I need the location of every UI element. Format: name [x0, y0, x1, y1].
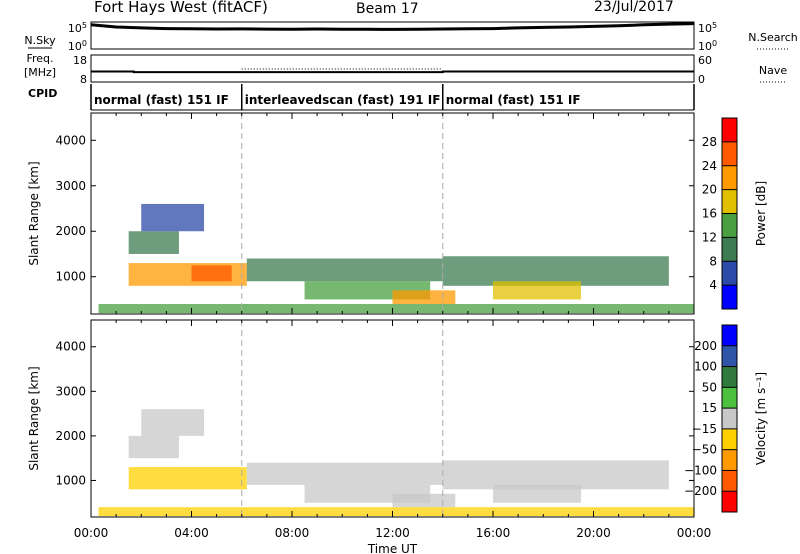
cpid-label: CPID — [28, 87, 57, 100]
power-echo-region — [246, 258, 443, 282]
power-colorbar-cell — [722, 261, 737, 286]
velocity-colorbar-label: Velocity [m s⁻¹] — [754, 372, 768, 465]
power-colorbar-cell — [722, 118, 737, 142]
power-colorbar-cell — [722, 141, 737, 166]
velocity-echo-region — [128, 467, 247, 490]
cpid-segment-label: normal (fast) 151 IF — [446, 93, 581, 107]
freq-left-tick-bottom: 8 — [80, 73, 87, 86]
velocity-echo-region — [128, 435, 179, 459]
time-tick-label: 20:00 — [576, 526, 611, 540]
time-tick-label: 00:00 — [677, 526, 712, 540]
power-echo-region — [128, 231, 179, 254]
freq-left-label: Freq. — [26, 52, 53, 65]
freq-left-tick-top: 18 — [73, 54, 87, 67]
time-tick-label: 12:00 — [375, 526, 410, 540]
power-ytick-label: 4000 — [55, 133, 86, 147]
power-colorbar-cell — [722, 237, 737, 262]
beam-label: Beam 17 — [356, 1, 419, 17]
velocity-colorbar-cell — [722, 345, 737, 367]
velocity-echo-region — [246, 462, 443, 485]
velocity-ytick-label: 4000 — [55, 340, 86, 354]
velocity-ytick-label: 3000 — [55, 384, 86, 398]
noise-left-tick-bottom: 100 — [68, 39, 87, 53]
power-echo-region — [442, 256, 669, 286]
noise-left-label: N.Sky — [24, 34, 56, 47]
power-colorbar-cell — [722, 213, 737, 238]
velocity-ytick-label: 1000 — [55, 473, 86, 487]
power-colorbar-cell — [722, 285, 737, 309]
power-colorbar-tick-label: 20 — [702, 183, 717, 197]
frequency-panel-frame — [90, 54, 695, 83]
power-echo-region — [191, 265, 232, 282]
power-ytick-label: 1000 — [55, 270, 86, 284]
power-echo-region — [98, 303, 694, 314]
velocity-echo-region — [98, 507, 694, 517]
power-ylabel: Slant Range [km] — [27, 161, 41, 265]
power-colorbar-cell — [722, 189, 737, 214]
power-echo-region — [141, 203, 205, 232]
velocity-colorbar-tick-label: −200 — [684, 484, 717, 498]
velocity-colorbar-frame — [721, 324, 738, 513]
power-colorbar-cell — [722, 165, 737, 190]
time-tick-label: 08:00 — [275, 526, 310, 540]
cpid-segment-label: interleavedscan (fast) 191 IF — [245, 93, 441, 107]
velocity-colorbar-cell — [722, 325, 737, 346]
velocity-colorbar-tick-label: 200 — [694, 339, 717, 353]
velocity-colorbar-cell — [722, 449, 737, 471]
time-tick-label: 00:00 — [74, 526, 109, 540]
noise-trace — [90, 22, 695, 31]
power-echo-region — [392, 290, 456, 304]
power-ytick-label: 2000 — [55, 224, 86, 238]
power-colorbar-tick-label: 8 — [709, 254, 717, 268]
noise-panel-frame — [90, 21, 695, 50]
nave-right-label: Nave — [759, 64, 787, 77]
velocity-colorbar-tick-label: −15 — [692, 422, 717, 436]
noise-right-label: N.Search — [748, 31, 798, 44]
velocity-echo-region — [493, 484, 581, 503]
time-tick-label: 04:00 — [174, 526, 209, 540]
velocity-ylabel: Slant Range [km] — [27, 366, 41, 470]
chart-title: Fort Hays West (fitACF) — [94, 0, 268, 16]
velocity-colorbar-cell — [722, 428, 737, 450]
velocity-echo-region — [442, 460, 669, 490]
velocity-echo-region — [392, 493, 456, 508]
nave-right-tick-top: 60 — [698, 54, 712, 67]
time-axis-label: Time UT — [367, 542, 418, 554]
velocity-data — [98, 320, 694, 517]
nave-right-tick-bottom: 0 — [698, 73, 705, 86]
power-ytick-label: 3000 — [55, 179, 86, 193]
power-data — [98, 113, 694, 314]
power-colorbar-label: Power [dB] — [754, 181, 768, 246]
velocity-colorbar-cell — [722, 408, 737, 429]
velocity-colorbar-tick-label: 50 — [702, 380, 717, 394]
velocity-colorbar-cell — [722, 387, 737, 409]
velocity-echo-region — [141, 409, 205, 436]
velocity-colorbar-cell — [722, 366, 737, 388]
time-tick-label: 16:00 — [476, 526, 511, 540]
velocity-colorbar-cell — [722, 470, 737, 492]
velocity-colorbar-cell — [722, 491, 737, 512]
power-colorbar-tick-label: 24 — [702, 159, 717, 173]
cpid-segment-label: normal (fast) 151 IF — [94, 93, 229, 107]
date-label: 23/Jul/2017 — [594, 0, 674, 15]
power-colorbar-tick-label: 16 — [702, 207, 717, 221]
power-colorbar-tick-label: 4 — [709, 278, 717, 292]
power-colorbar-tick-label: 12 — [702, 230, 717, 244]
freq-unit-label: [MHz] — [24, 66, 56, 79]
velocity-colorbar-tick-label: 15 — [702, 401, 717, 415]
noise-right-tick-top: 105 — [698, 21, 717, 35]
power-colorbar-tick-label: 28 — [702, 135, 717, 149]
velocity-colorbar-tick-label: −100 — [684, 463, 717, 477]
velocity-colorbar-tick-label: −50 — [692, 443, 717, 457]
velocity-colorbar-tick-label: 100 — [694, 360, 717, 374]
noise-left-tick-top: 105 — [68, 21, 87, 35]
frequency-trace — [91, 70, 694, 74]
power-echo-region — [493, 281, 581, 300]
velocity-ytick-label: 2000 — [55, 429, 86, 443]
noise-right-tick-bottom: 100 — [698, 39, 717, 53]
